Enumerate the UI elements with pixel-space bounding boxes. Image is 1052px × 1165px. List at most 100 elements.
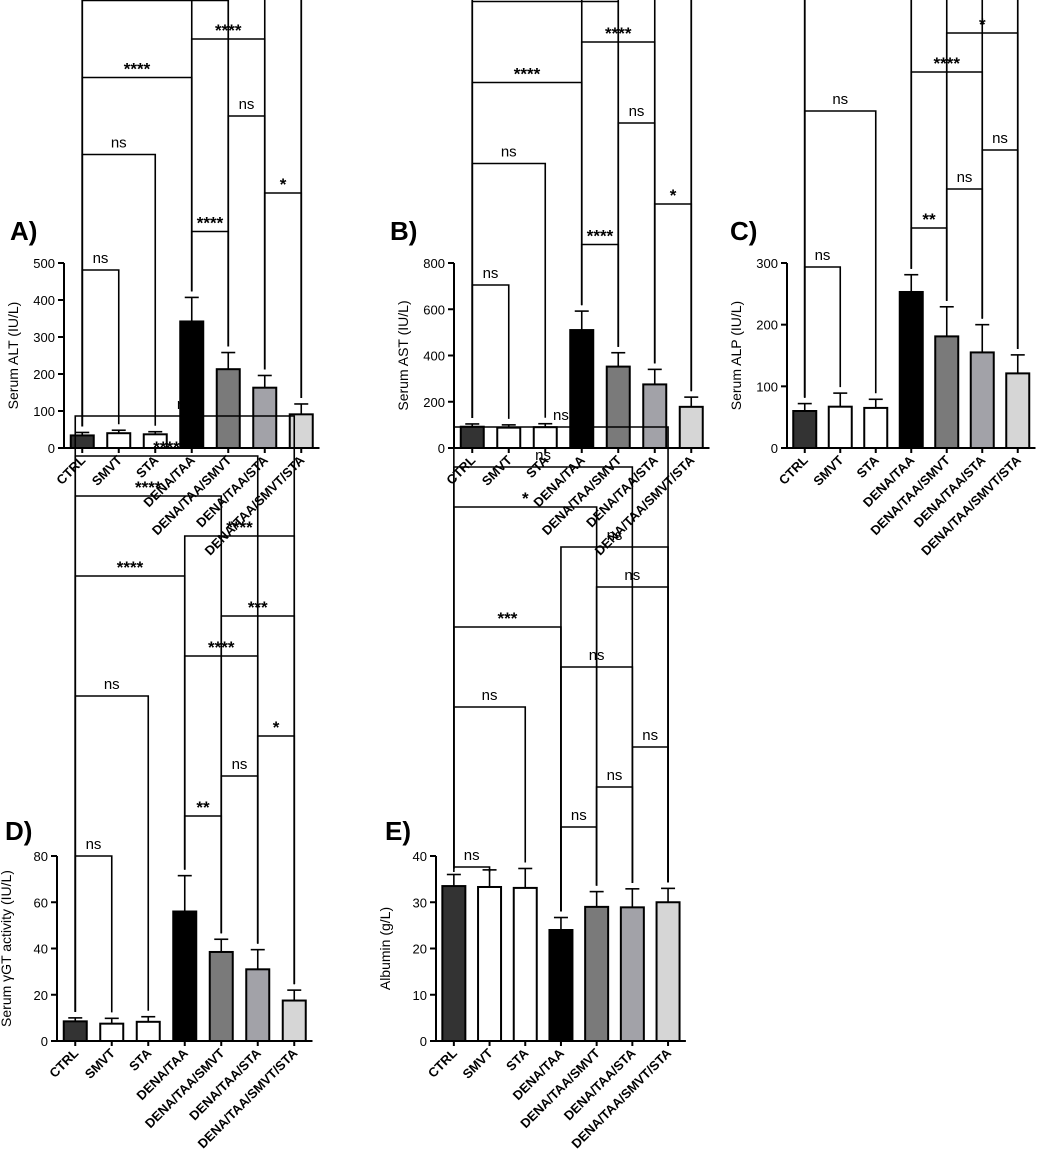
significance-label: **** bbox=[142, 0, 169, 2]
x-tick-label: CTRL bbox=[46, 1045, 81, 1080]
significance-bracket bbox=[453, 706, 527, 869]
y-tick-label: 100 bbox=[756, 379, 778, 394]
bar bbox=[569, 329, 595, 449]
bar bbox=[827, 405, 853, 449]
significance-label: **** bbox=[117, 558, 144, 577]
significance-bracket bbox=[81, 0, 266, 427]
significance-bracket bbox=[631, 746, 669, 883]
chart-panel-a: A) Serum ALT (IU/L) 0 100 200 300 400 500 CTRL SM… bbox=[5, 0, 320, 558]
significance-label: ns bbox=[992, 130, 1008, 147]
significance-bracket bbox=[81, 0, 303, 427]
y-tick-label: 60 bbox=[34, 895, 48, 910]
bar bbox=[532, 426, 558, 449]
y-tick-label: 600 bbox=[423, 302, 445, 317]
x-tick-label: STA bbox=[126, 1045, 155, 1074]
panel-letter: D) bbox=[5, 816, 32, 846]
y-tick-label: 200 bbox=[33, 367, 55, 382]
y-tick-label: 300 bbox=[756, 256, 778, 271]
x-tick-label: SMVT bbox=[89, 452, 125, 488]
significance-bracket bbox=[560, 826, 598, 912]
significance-label: ns bbox=[553, 407, 569, 424]
bar bbox=[863, 406, 889, 449]
bar bbox=[69, 434, 95, 450]
significance-bracket bbox=[595, 786, 634, 886]
significance-label: ns bbox=[111, 135, 127, 152]
significance-label: **** bbox=[226, 518, 253, 537]
significance-bracket bbox=[263, 192, 303, 398]
significance-label: * bbox=[670, 186, 677, 205]
bar bbox=[172, 910, 198, 1042]
significance-label: ns bbox=[957, 169, 973, 186]
y-tick-label: 0 bbox=[41, 1034, 48, 1049]
significance-label: ns bbox=[93, 250, 109, 267]
bar bbox=[281, 999, 307, 1042]
y-tick-label: 200 bbox=[756, 318, 778, 333]
significance-bracket bbox=[453, 426, 669, 883]
significance-bracket bbox=[471, 284, 510, 419]
bar bbox=[245, 968, 271, 1042]
y-axis-label: Serum AST (IU/L) bbox=[395, 300, 411, 410]
y-tick-label: 100 bbox=[33, 404, 55, 419]
significance-label: ns bbox=[629, 103, 645, 120]
bar bbox=[106, 432, 132, 450]
x-tick-label: STA bbox=[503, 1045, 532, 1074]
significance-bracket bbox=[803, 0, 913, 398]
significance-label: ns bbox=[607, 527, 623, 544]
y-tick-label: 800 bbox=[423, 256, 445, 271]
significance-label: ns bbox=[501, 144, 517, 161]
panel-letter: A) bbox=[10, 216, 37, 246]
bar bbox=[215, 368, 241, 449]
y-tick-label: 20 bbox=[413, 942, 427, 957]
y-tick-label: 500 bbox=[33, 256, 55, 271]
bar bbox=[969, 351, 995, 449]
significance-bracket bbox=[74, 855, 113, 1013]
significance-label: ns bbox=[607, 767, 623, 784]
chart-panel-d: D) Serum γGT activity (IU/L) 0 20 40 60 80 CTRL… bbox=[0, 396, 313, 1151]
x-tick-label: CTRL bbox=[443, 452, 478, 487]
x-tick-label: SMVT bbox=[460, 1045, 496, 1081]
significance-label: *** bbox=[497, 609, 517, 628]
significance-bracket bbox=[471, 81, 583, 418]
significance-label: * bbox=[280, 175, 287, 194]
significance-label: **** bbox=[532, 0, 559, 3]
x-tick-label: STA bbox=[854, 452, 883, 481]
y-tick-label: 20 bbox=[34, 988, 48, 1003]
significance-label: ns bbox=[483, 265, 499, 282]
y-tick-label: 0 bbox=[48, 441, 55, 456]
significance-label: **** bbox=[153, 438, 180, 457]
panel-letter: E) bbox=[385, 816, 411, 846]
significance-label: ns bbox=[239, 96, 255, 113]
significance-bracket bbox=[74, 575, 186, 1012]
bar bbox=[459, 425, 485, 450]
bar bbox=[512, 886, 538, 1042]
significance-bracket bbox=[453, 626, 562, 912]
bar bbox=[898, 290, 924, 449]
y-axis-label: Serum ALT (IU/L) bbox=[5, 302, 21, 410]
significance-bracket bbox=[981, 149, 1019, 349]
significance-label: ns bbox=[571, 807, 587, 824]
y-tick-label: 30 bbox=[413, 895, 427, 910]
bar bbox=[934, 335, 960, 449]
panel-letter: C) bbox=[730, 216, 757, 246]
significance-bracket bbox=[220, 775, 259, 944]
significance-label: ns bbox=[482, 687, 498, 704]
significance-label: ns bbox=[104, 676, 120, 693]
significance-bracket bbox=[190, 0, 303, 398]
significance-label: ns bbox=[535, 447, 551, 464]
bar bbox=[792, 410, 818, 449]
significance-label: ns bbox=[86, 836, 102, 853]
x-tick-label: SMVT bbox=[82, 1045, 118, 1081]
significance-label: ns bbox=[232, 756, 248, 773]
significance-label: ns bbox=[815, 247, 831, 264]
significance-bracket bbox=[803, 0, 1019, 398]
significance-label: ns bbox=[832, 91, 848, 108]
bar bbox=[179, 320, 205, 449]
y-tick-label: 10 bbox=[413, 988, 427, 1003]
significance-bracket bbox=[617, 122, 656, 364]
y-tick-label: 80 bbox=[34, 849, 48, 864]
significance-label: **** bbox=[587, 227, 614, 246]
significance-label: ** bbox=[196, 798, 210, 817]
